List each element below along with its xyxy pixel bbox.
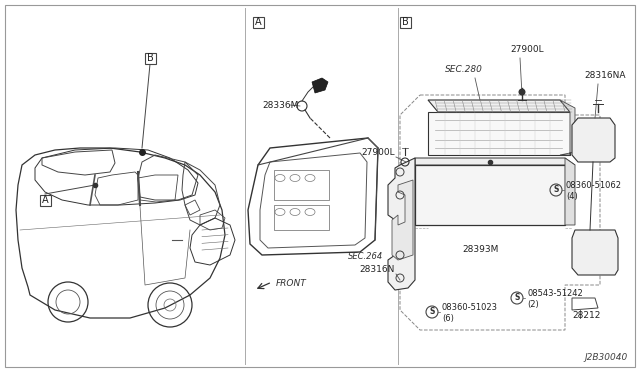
Text: J2B30040: J2B30040 — [585, 353, 628, 362]
Text: SEC.280: SEC.280 — [445, 65, 483, 74]
Text: SEC.264: SEC.264 — [348, 252, 383, 261]
Polygon shape — [572, 230, 618, 275]
Text: 27900L: 27900L — [510, 45, 543, 54]
Bar — [145, 52, 156, 64]
Polygon shape — [572, 118, 615, 162]
Text: FRONT: FRONT — [276, 279, 307, 288]
Polygon shape — [428, 100, 570, 112]
Text: 27900L: 27900L — [362, 148, 395, 157]
Circle shape — [518, 89, 525, 96]
Text: (4): (4) — [566, 192, 578, 201]
Text: S: S — [554, 186, 559, 195]
Bar — [274, 205, 329, 230]
Text: B: B — [147, 53, 154, 63]
Text: 08543-51242: 08543-51242 — [527, 289, 583, 298]
Text: B: B — [402, 17, 408, 27]
Bar — [399, 16, 410, 28]
Polygon shape — [565, 158, 575, 225]
Polygon shape — [312, 78, 328, 93]
Polygon shape — [428, 112, 570, 155]
Polygon shape — [392, 180, 413, 260]
Polygon shape — [388, 158, 415, 290]
Bar — [40, 195, 51, 205]
Text: 08360-51062: 08360-51062 — [566, 182, 622, 190]
Text: 28316N: 28316N — [360, 265, 395, 274]
Polygon shape — [415, 165, 565, 225]
Text: 28316NA: 28316NA — [584, 71, 625, 80]
Bar — [274, 170, 329, 200]
Text: A: A — [255, 17, 261, 27]
Polygon shape — [415, 158, 575, 165]
Text: (2): (2) — [527, 299, 539, 308]
Polygon shape — [560, 100, 575, 155]
Text: S: S — [429, 308, 435, 317]
Text: (6): (6) — [442, 314, 454, 323]
Text: 08360-51023: 08360-51023 — [442, 304, 498, 312]
Text: S: S — [515, 294, 520, 302]
Text: 28336M: 28336M — [262, 100, 298, 109]
Bar — [253, 16, 264, 28]
Text: A: A — [42, 195, 48, 205]
Text: 28393M: 28393M — [462, 245, 499, 254]
Text: 28212: 28212 — [572, 311, 600, 320]
